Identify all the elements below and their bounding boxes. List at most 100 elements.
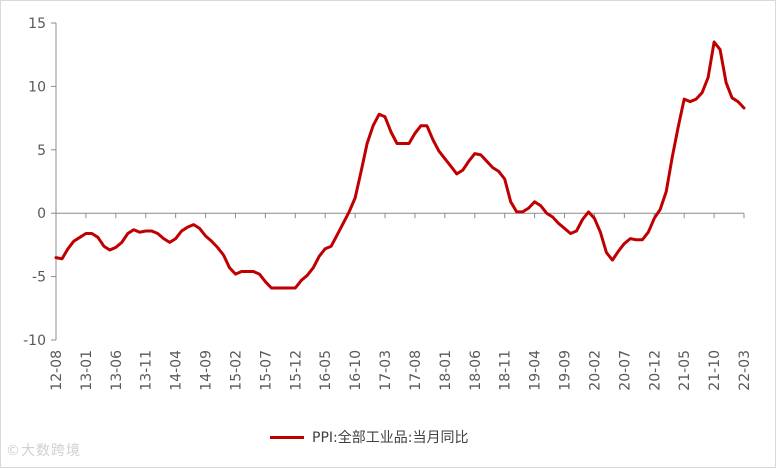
x-tick-label: 15-02	[228, 350, 244, 391]
data-point	[533, 200, 536, 203]
x-tick-label: 16-05	[318, 350, 334, 391]
data-point	[336, 233, 339, 236]
data-point	[665, 190, 668, 193]
data-point	[599, 231, 602, 234]
data-point	[372, 124, 375, 127]
y-tick-label: 0	[37, 206, 46, 222]
data-point	[443, 157, 446, 160]
data-point	[503, 178, 506, 181]
x-tick-label: 17-08	[408, 350, 424, 391]
watermark: ©大数跨境	[6, 443, 81, 459]
data-point	[282, 287, 285, 290]
data-point	[378, 113, 381, 116]
data-point	[312, 266, 315, 269]
data-point	[527, 207, 530, 210]
y-tick-label: -10	[23, 333, 46, 349]
data-point	[491, 166, 494, 169]
x-tick-label: 14-09	[199, 350, 215, 391]
data-point	[509, 200, 512, 203]
data-point	[455, 172, 458, 175]
data-point	[222, 254, 225, 257]
data-point	[641, 238, 644, 241]
data-point	[264, 280, 267, 283]
data-point	[306, 274, 309, 277]
data-point	[162, 237, 165, 240]
legend: PPI:全部工业品:当月同比	[270, 426, 468, 448]
y-tick-label: 10	[28, 79, 46, 95]
data-point	[276, 287, 279, 290]
data-point	[180, 230, 183, 233]
data-point	[228, 266, 231, 269]
data-point	[581, 218, 584, 221]
data-point	[683, 98, 686, 101]
data-point	[252, 270, 255, 273]
data-point	[246, 270, 249, 273]
x-tick-label: 18-06	[468, 350, 484, 391]
data-point	[174, 237, 177, 240]
data-point	[240, 270, 243, 273]
data-point	[384, 115, 387, 118]
data-point	[408, 142, 411, 145]
data-point	[653, 217, 656, 220]
data-point	[725, 81, 728, 84]
data-point	[288, 287, 291, 290]
x-tick-label: 18-01	[438, 350, 454, 391]
data-point	[138, 231, 141, 234]
data-point	[743, 107, 746, 110]
data-point	[294, 287, 297, 290]
y-tick-label: -5	[32, 270, 46, 286]
data-point	[150, 230, 153, 233]
data-point	[342, 222, 345, 225]
data-point	[204, 235, 207, 238]
x-tick-label: 13-01	[79, 350, 95, 391]
data-point	[515, 210, 518, 213]
data-point	[623, 242, 626, 245]
data-point	[402, 142, 405, 145]
x-tick-label: 15-07	[258, 350, 274, 391]
data-point	[449, 165, 452, 168]
legend-label: PPI:全部工业品:当月同比	[312, 430, 469, 446]
data-point	[96, 236, 99, 239]
data-point	[479, 153, 482, 156]
data-point	[414, 132, 417, 135]
data-point	[210, 240, 213, 243]
y-tick-label: 15	[28, 16, 46, 32]
x-tick-label: 13-11	[139, 350, 155, 391]
data-point	[120, 241, 123, 244]
data-point	[67, 247, 70, 250]
x-tick-label: 14-04	[169, 350, 185, 391]
data-point	[437, 150, 440, 153]
x-tick-label: 21-10	[707, 350, 723, 391]
data-point	[216, 246, 219, 249]
data-point	[593, 217, 596, 220]
data-point	[258, 273, 261, 276]
data-point	[318, 255, 321, 258]
data-point	[551, 216, 554, 219]
data-point	[330, 245, 333, 248]
data-point	[186, 226, 189, 229]
data-point	[569, 232, 572, 235]
data-point	[108, 249, 111, 252]
data-point	[731, 96, 734, 99]
data-point	[689, 100, 692, 103]
data-point	[485, 160, 488, 163]
data-point	[521, 210, 524, 213]
x-axis: 12-08 13-01 13-06 13-11 14-04 14-09 15-02 15-07…	[49, 212, 753, 391]
data-point	[635, 238, 638, 241]
x-tick-label: 20-12	[647, 350, 663, 391]
data-point	[461, 169, 464, 172]
data-point	[61, 257, 64, 260]
x-tick-label: 16-10	[348, 350, 364, 391]
x-tick-label: 15-12	[288, 350, 304, 391]
x-tick-label: 12-08	[49, 350, 65, 391]
data-point	[132, 228, 135, 231]
x-tick-label: 13-06	[109, 350, 125, 391]
data-point	[156, 232, 159, 235]
data-point	[168, 241, 171, 244]
data-point	[419, 124, 422, 127]
data-point	[707, 76, 710, 79]
data-point	[539, 204, 542, 207]
data-point	[72, 240, 75, 243]
data-point	[719, 48, 722, 51]
data-point	[144, 230, 147, 233]
